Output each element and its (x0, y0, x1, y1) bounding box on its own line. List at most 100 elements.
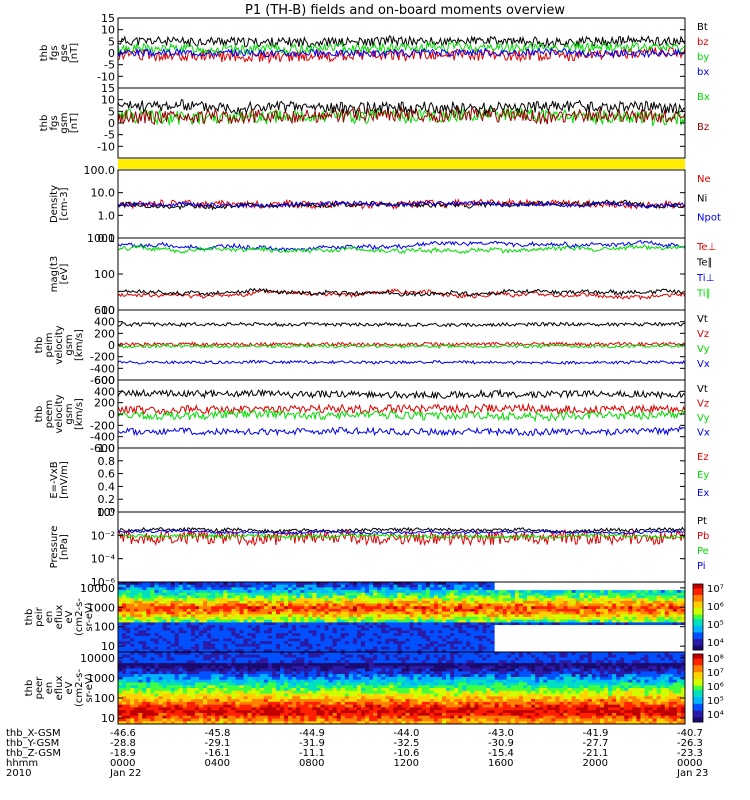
x-tick-value: -23.3 (677, 748, 703, 759)
x-tick-value: -18.9 (110, 748, 136, 759)
y-axis-label: [nT] (69, 113, 80, 133)
y-axis-label: eV (64, 681, 75, 694)
x-tick-value: -44.9 (299, 728, 325, 739)
colorbar-peer_spec: 10⁸ 10⁷ 10⁶ 10⁵ 10⁴ (692, 653, 724, 723)
y-axis-label: thb (39, 115, 50, 132)
y-tick-label: 100 (94, 268, 115, 281)
status-bar (118, 159, 685, 169)
series-line-bx (117, 47, 686, 59)
colorbar-tick-label: 10⁷ (707, 584, 724, 595)
x-tick-value: -43.0 (488, 728, 514, 739)
series-line-Pb (117, 528, 686, 547)
y-tick-label: -200 (90, 419, 115, 432)
x-tick-value: 1600 (488, 758, 513, 769)
y-axis-label: thb (24, 609, 35, 626)
x-tick-value: 0400 (205, 758, 230, 769)
y-tick-label: 1.0 (98, 209, 116, 222)
x-row-label: thb_X-GSM (6, 728, 61, 739)
legend-entry: Ez (697, 452, 709, 463)
y-tick-label: -200 (90, 351, 115, 364)
series-line-Vy (117, 343, 686, 349)
colorbar-tick-label: 10⁶ (707, 682, 724, 693)
y-tick-label: 200 (94, 327, 115, 340)
legend-entry: Pe (697, 546, 709, 557)
legend-entry: Ey (697, 470, 709, 481)
y-axis-label: [cm-3] (59, 187, 70, 220)
y-axis-label: sr-eV) (84, 602, 95, 631)
y-tick-label: 1000 (87, 601, 115, 614)
y-tick-label: 0.6 (98, 468, 116, 481)
x-row-label: 2010 (6, 768, 31, 779)
x-tick-value: 0000 (110, 758, 135, 769)
y-axis-label: eflux (54, 676, 65, 701)
y-tick-label: 0.1 (98, 232, 116, 245)
y-axis-label: mag(t3 (49, 256, 60, 292)
y-axis-label: gse (59, 44, 70, 62)
y-tick-label: 0 (108, 408, 115, 421)
y-axis-label: gsm (64, 403, 75, 424)
legend-entry: by (697, 52, 709, 63)
y-tick-label: 10000 (80, 652, 115, 665)
y-tick-label: 100.0 (84, 164, 116, 177)
y-tick-label: 400 (94, 316, 115, 329)
panel-status_bar (118, 159, 685, 169)
x-tick-value: -16.1 (205, 748, 231, 759)
y-axis-label: sr-eV) (84, 673, 95, 702)
y-tick-label: 10 (101, 640, 115, 653)
y-tick-label: 0.8 (98, 455, 116, 468)
x-tick-value: -27.7 (583, 738, 609, 749)
x-tick-value: -15.4 (488, 748, 514, 759)
series-line-Te⊥ (117, 288, 686, 301)
colorbar-tick-label: 10⁵ (707, 620, 724, 631)
y-tick-label: 10⁰ (97, 506, 116, 519)
y-axis-label: [eV] (59, 264, 70, 285)
y-tick-label: -600 (90, 442, 115, 455)
y-axis-label: en (44, 682, 55, 695)
x-row-label: thb_Z-GSM (6, 748, 61, 759)
y-tick-label: 600 (94, 304, 115, 317)
legend-entry: Ni (697, 193, 707, 204)
y-tick-label: 1.0 (98, 442, 116, 455)
legend-entry: Ti∥ (696, 289, 711, 300)
y-tick-label: 15 (101, 12, 115, 25)
legend-entry: Npot (697, 213, 721, 224)
legend-entry: Te∥ (696, 258, 713, 269)
legend-entry: Bz (697, 122, 709, 133)
x-row-label: thb_Y-GSM (6, 738, 59, 749)
legend-entry: Vx (697, 428, 710, 439)
panel-frame (117, 511, 686, 583)
legend-entry: Te⊥ (696, 242, 716, 253)
legend-entry: Pi (697, 561, 706, 572)
x-tick-value: -31.9 (299, 738, 325, 749)
y-axis-label: thb (39, 45, 50, 62)
y-axis-label: [km/s] (74, 329, 85, 361)
x-tick-value: -21.1 (583, 748, 609, 759)
y-axis-label: eflux (54, 605, 65, 630)
y-tick-label: 10⁻² (91, 529, 115, 542)
series-line-Te∥ (117, 287, 686, 298)
x-tick-value: -11.1 (299, 748, 325, 759)
y-axis-label: eV (64, 610, 75, 623)
y-tick-label: 1000 (87, 672, 115, 685)
y-axis-label: Density (49, 185, 60, 223)
y-tick-label: -10 (97, 70, 115, 83)
y-axis-label: peim (44, 332, 55, 357)
series-line-by (117, 40, 686, 56)
series-line-Bz (117, 106, 686, 126)
x-tick-value: -30.9 (488, 738, 514, 749)
series-line-Vx (117, 425, 686, 437)
series-line-Ne (117, 197, 686, 210)
panel-temperature: 1000 100 10 mag(t3 [eV] Te⊥ Te∥ Ti⊥ Ti∥ (49, 232, 716, 317)
series-line-Ti⊥ (117, 239, 686, 253)
y-tick-label: -400 (90, 431, 115, 444)
y-axis-label: fgs (49, 45, 60, 60)
x-tick-value: 2000 (583, 758, 608, 769)
panel-peer_spec: 10⁸ 10⁷ 10⁶ 10⁵ 10⁴ 10000 1000 100 10 thb peer en ef… (24, 651, 724, 725)
series-line-Ti∥ (117, 243, 686, 255)
y-axis-label: peir (34, 606, 45, 626)
y-axis-label: (cm2-s- (74, 598, 85, 636)
series-line-Bt (117, 34, 686, 49)
y-tick-label: 10⁻⁶ (91, 576, 116, 589)
